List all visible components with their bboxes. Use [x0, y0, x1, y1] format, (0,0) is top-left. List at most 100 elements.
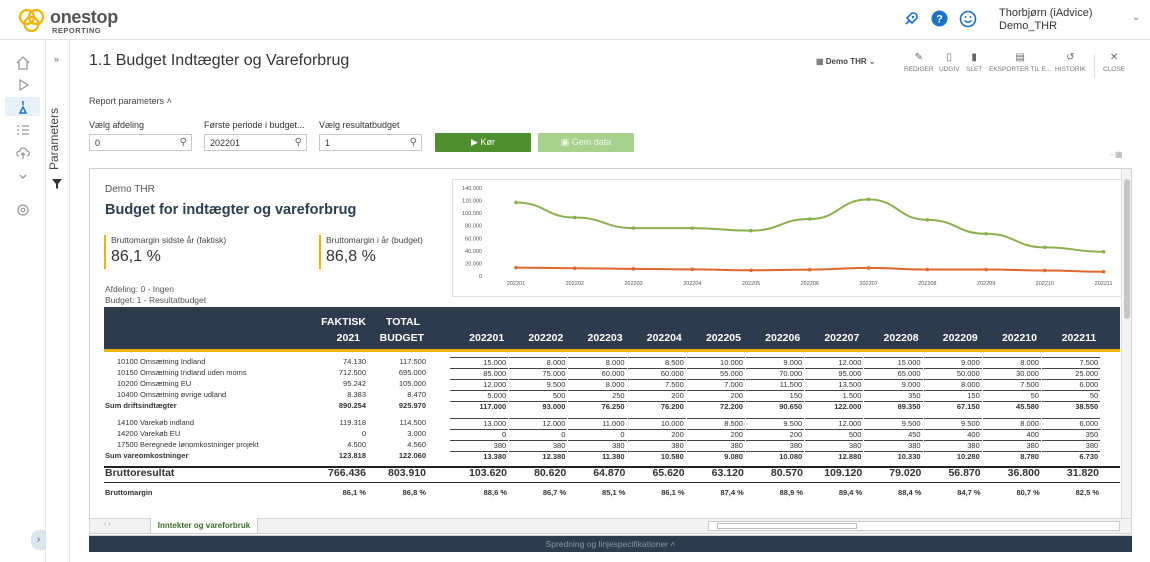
cell-total: 695.000	[398, 368, 426, 377]
cell-faktisk: 123.818	[338, 451, 366, 460]
cell-period: 76.250	[568, 401, 627, 412]
dept-input[interactable]: 0 ⚲	[89, 134, 192, 151]
cell-period: 9.000	[746, 357, 805, 368]
run-button[interactable]: ▶ Kør	[435, 133, 531, 152]
save-data-button[interactable]: ▣ Gem data	[538, 133, 634, 152]
chevron-right-double-icon[interactable]: »	[54, 54, 60, 64]
export-button[interactable]: ▤ EKSPORTER TIL E...	[989, 52, 1052, 73]
cloud-upload-icon[interactable]	[14, 144, 32, 162]
close-button[interactable]: ✕ CLOSE	[1103, 52, 1126, 73]
cell-period: 15.000	[864, 357, 923, 368]
play-icon[interactable]	[14, 76, 32, 94]
scrollbar-thumb[interactable]	[717, 523, 857, 529]
search-icon[interactable]: ⚲	[409, 137, 417, 148]
parameters-panel[interactable]: » Parameters	[46, 40, 70, 562]
search-icon[interactable]: ⚲	[179, 137, 187, 148]
report-parameters-toggle[interactable]: Report parameters ˄	[89, 96, 172, 106]
cell-period: 80.620	[534, 467, 567, 479]
edit-button[interactable]: ✎ REDIGER	[904, 52, 934, 73]
cell-period: 65.620	[652, 467, 685, 479]
cell-period: 8.000	[982, 357, 1041, 368]
history-button[interactable]: ↺ HISTORIK	[1055, 52, 1086, 73]
footer-toggle[interactable]: Spredning og linjespecifikationer ˄	[89, 536, 1132, 552]
chevron-down-icon[interactable]	[14, 168, 32, 186]
chevron-up-icon: ˄	[670, 539, 676, 549]
row-label: Bruttomargin	[105, 488, 153, 497]
cell-period: 95.000	[805, 368, 864, 379]
publish-button[interactable]: ▯ UDGIV	[939, 52, 960, 73]
cell-period: 103.620	[469, 467, 507, 479]
cell-period: 10.000	[686, 357, 745, 368]
cell-period: 30.000	[982, 368, 1041, 379]
cell-period: 13.000	[450, 418, 509, 429]
cell-total: 117.500	[399, 357, 426, 366]
sheet-tab[interactable]: Inntekter og vareforbruk	[150, 518, 258, 534]
cell-period: 200	[686, 429, 745, 440]
checklist-icon[interactable]	[14, 121, 32, 139]
col-period: 202203	[587, 332, 623, 344]
row-label: 17500 Beregnede lønomkostninger projekt	[117, 440, 259, 449]
cell-period: 380	[864, 440, 923, 451]
report-canvas: Demo THR Budget for indtægter og varefor…	[89, 168, 1132, 536]
home-icon[interactable]	[14, 54, 32, 72]
reports-icon[interactable]	[14, 98, 32, 116]
x-tick-label: 202205	[742, 281, 760, 287]
cell-period: 12.880	[805, 451, 864, 462]
cell-period: 80.570	[770, 467, 803, 479]
cell-period: 88,9 %	[779, 488, 803, 497]
cell-period: 350	[1042, 429, 1101, 440]
building-icon: ▦	[816, 57, 826, 66]
cell-period: 380	[982, 440, 1041, 451]
horizontal-scrollbar[interactable]	[708, 521, 1120, 531]
feedback-smiley-icon[interactable]	[959, 10, 977, 28]
cell-period: 11.380	[568, 451, 627, 462]
cell-period: 10.280	[923, 451, 982, 462]
rocket-icon[interactable]	[902, 10, 920, 28]
col-period: 202206	[765, 332, 801, 344]
cell-period: 11.000	[568, 418, 627, 429]
cell-period: 64.870	[593, 467, 626, 479]
cell-total: 86,8 %	[402, 488, 426, 497]
data-point	[1101, 249, 1106, 254]
cell-period: 8.780	[982, 451, 1041, 462]
tab-nav-prev-icon[interactable]: ‹ ›	[104, 521, 111, 528]
budget-input[interactable]: 1 ⚲	[319, 134, 422, 151]
search-icon[interactable]: ⚲	[294, 137, 302, 148]
cell-period: 88,6 %	[483, 488, 507, 497]
onestop-logo[interactable]: onestop REPORTING	[18, 6, 128, 36]
table-row: Sum vareomkostninger 123.818 122.060 13.380…	[104, 451, 1120, 462]
cell-period: 380	[1042, 440, 1101, 451]
period-input[interactable]: 202201 ⚲	[204, 134, 307, 151]
user-org: Demo_THR	[999, 20, 1058, 32]
x-tick-label: 202208	[918, 281, 936, 287]
vertical-scrollbar[interactable]	[1121, 169, 1131, 535]
settings-icon[interactable]	[14, 201, 32, 219]
cell-period: 60.000	[568, 368, 627, 379]
help-icon[interactable]: ?	[931, 10, 948, 27]
filter-icon[interactable]	[51, 178, 63, 190]
cell-period: 93.000	[509, 401, 568, 412]
x-tick-label: 202203	[624, 281, 642, 287]
delete-button[interactable]: ▮ SLET	[966, 52, 983, 73]
cell-period: 79.020	[889, 467, 922, 479]
report-title: Budget for indtægter og vareforbrug	[105, 202, 357, 218]
cell-period: 13.500	[805, 379, 864, 390]
cell-total: 105.000	[398, 379, 426, 388]
cell-period: 82,5 %	[1075, 488, 1099, 497]
org-select[interactable]: ▦ Demo THR ⌄	[816, 57, 876, 66]
cell-period: 89,4 %	[838, 488, 863, 497]
data-point	[1101, 269, 1106, 274]
data-point	[866, 266, 871, 270]
view-toggle-icons[interactable]: ▫ ▦	[1110, 150, 1123, 159]
data-point	[749, 268, 753, 273]
table-row: Bruttomargin 86,1 % 86,8 % 88,6 % 86,7 % 85,1…	[104, 488, 1120, 499]
scrollbar-thumb[interactable]	[1124, 179, 1130, 319]
cell-period: 70.000	[746, 368, 805, 379]
chart-svg: 0 20.000 40.000 60.000 80.000 100.000 120.000 1…	[462, 186, 1112, 287]
chevron-down-icon[interactable]: ⌄	[1132, 12, 1141, 23]
row-label: 14100 Varekøb indland	[117, 418, 194, 427]
cell-period: 56.870	[948, 467, 981, 479]
user-menu[interactable]: Thorbjørn (iAdvice) Demo_THR	[999, 7, 1093, 33]
cell-faktisk: 0	[361, 429, 366, 438]
expand-sidebar-button[interactable]: ›	[31, 530, 46, 550]
